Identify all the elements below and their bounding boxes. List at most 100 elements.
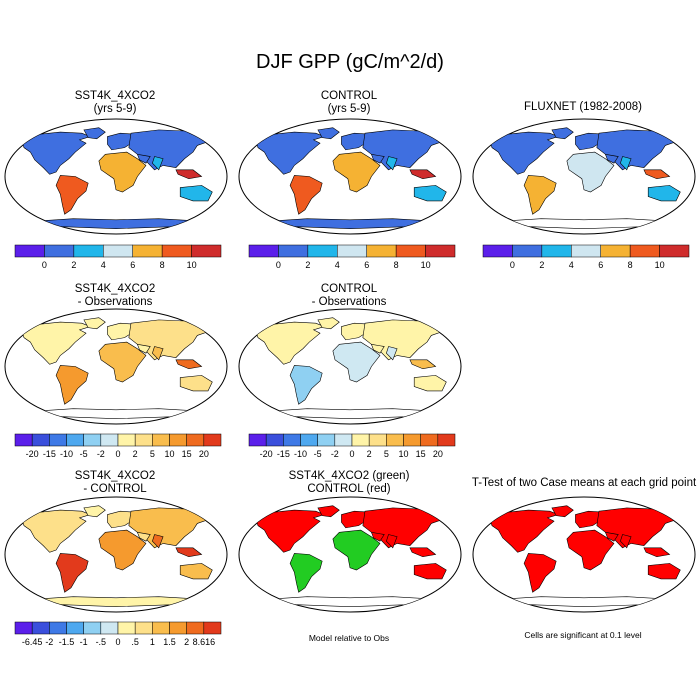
land-europe — [107, 510, 138, 529]
colorbar-swatch — [169, 621, 187, 635]
note-significance: Cells are significant at 0.1 level — [524, 630, 642, 640]
land-seasia — [175, 359, 203, 370]
panel-6-title: SST4K_4XCO2 — [74, 470, 156, 482]
land-india — [386, 534, 398, 549]
colorbar-tick-label: 5 — [150, 449, 155, 459]
land-greenland — [551, 127, 574, 140]
colorbar-panel-6: -6.45 -2 -1.5 -1 -.5 0 .5 1 1.5 2 8.616 — [14, 621, 222, 647]
land-europe — [341, 132, 372, 151]
colorbar-swatch — [659, 244, 690, 258]
colorbar-swatch — [482, 244, 513, 258]
panel-7-subtitle: CONTROL (red) — [307, 483, 391, 495]
colorbar-tick-label: 6 — [364, 260, 369, 270]
colorbar-swatch — [368, 433, 387, 447]
land-arabia — [136, 531, 151, 542]
colorbar-swatch — [420, 433, 439, 447]
colorbar-swatch — [307, 244, 338, 258]
page-title: DJF GPP (gC/m^2/d) — [256, 51, 444, 73]
colorbar-swatch — [49, 621, 67, 635]
colorbar-tick-label: 0 — [42, 260, 47, 270]
colorbar-swatch — [437, 433, 456, 447]
land-africa — [332, 529, 381, 571]
land-europe — [575, 510, 606, 529]
map-panel-2 — [238, 118, 462, 235]
colorbar-swatch — [49, 433, 67, 447]
colorbar-swatch — [571, 244, 601, 258]
panel-title-5: CONTROL - Observations — [234, 283, 464, 309]
colorbar-tick-label: 2 — [539, 260, 544, 270]
panel-title-7: SST4K_4XCO2 (green) CONTROL (red) — [234, 470, 464, 496]
land-australia — [413, 375, 447, 392]
land-arabia — [370, 153, 385, 164]
land-africa — [98, 151, 147, 193]
land-arabia — [136, 343, 151, 354]
land-australia — [647, 185, 681, 202]
colorbar-tick-label: 2 — [367, 449, 372, 459]
land-europe — [575, 132, 606, 151]
colorbar-swatch — [152, 433, 170, 447]
colorbar-swatch — [169, 433, 187, 447]
colorbar-tick-label: -1.5 — [59, 637, 75, 647]
colorbar-tick-label: -10 — [60, 449, 73, 459]
colorbar-tick-label: 20 — [433, 449, 443, 459]
panel-2-subtitle: (yrs 5-9) — [327, 103, 371, 115]
colorbar-tick-label: 2 — [184, 637, 189, 647]
land-samerica — [289, 365, 323, 405]
colorbar-tick-label: -5 — [80, 449, 88, 459]
colorbar-swatch — [265, 433, 284, 447]
land-samerica — [55, 365, 89, 405]
land-seasia — [409, 169, 437, 180]
panel-2-title: CONTROL — [320, 90, 378, 102]
colorbar-tick-label: .5 — [131, 637, 139, 647]
colorbar-tick-label: -15 — [43, 449, 56, 459]
land-australia — [647, 563, 681, 580]
land-africa — [98, 529, 147, 571]
colorbar-swatch — [191, 244, 222, 258]
land-africa — [566, 151, 615, 193]
colorbar-swatch — [541, 244, 572, 258]
colorbar-swatch — [31, 621, 50, 635]
panel-title-3: FLUXNET (1982-2008) — [468, 101, 698, 114]
panel-5-subtitle: - Observations — [311, 296, 387, 308]
land-samerica — [523, 553, 557, 593]
colorbar-swatch — [278, 244, 309, 258]
panel-4-title: SST4K_4XCO2 — [74, 283, 156, 295]
colorbar-swatch — [600, 244, 631, 258]
land-namerica — [255, 131, 326, 175]
land-india — [620, 534, 632, 549]
panel-title-6: SST4K_4XCO2 - CONTROL — [0, 470, 230, 496]
colorbar-tick-label: 10 — [164, 449, 174, 459]
land-africa — [98, 341, 147, 383]
panel-title-2: CONTROL (yrs 5-9) — [234, 90, 464, 116]
land-samerica — [523, 175, 557, 215]
colorbar-swatch — [203, 433, 222, 447]
land-india — [386, 346, 398, 361]
land-india — [152, 534, 164, 549]
colorbar-swatch — [300, 433, 318, 447]
map-panel-8 — [472, 496, 696, 613]
land-arabia — [370, 531, 385, 542]
colorbar-panel-2: 0 2 4 6 8 10 — [248, 244, 456, 270]
colorbar-swatch — [334, 433, 353, 447]
land-greenland — [317, 505, 340, 518]
colorbar-tick-label: 15 — [182, 449, 192, 459]
land-australia — [179, 375, 213, 392]
colorbar-swatch — [66, 433, 84, 447]
note-model-relative: Model relative to Obs — [308, 633, 390, 643]
land-seasia — [409, 359, 437, 370]
colorbar-swatch — [386, 433, 404, 447]
colorbar-swatch — [100, 621, 119, 635]
colorbar-swatch — [73, 244, 104, 258]
colorbar-swatch — [14, 244, 45, 258]
colorbar-tick-label: -2 — [97, 449, 105, 459]
map-panel-1 — [4, 118, 228, 235]
colorbar-tick-label: -20 — [26, 449, 39, 459]
colorbar-tick-label: 2 — [133, 449, 138, 459]
colorbar-tick-label: 1 — [150, 637, 155, 647]
map-panel-6 — [4, 496, 228, 613]
colorbar-tick-label: 4 — [335, 260, 340, 270]
colorbar-swatch — [161, 244, 192, 258]
colorbar-swatch — [186, 433, 205, 447]
map-panel-7 — [238, 496, 462, 613]
panel-7-title: SST4K_4XCO2 (green) — [288, 470, 410, 482]
